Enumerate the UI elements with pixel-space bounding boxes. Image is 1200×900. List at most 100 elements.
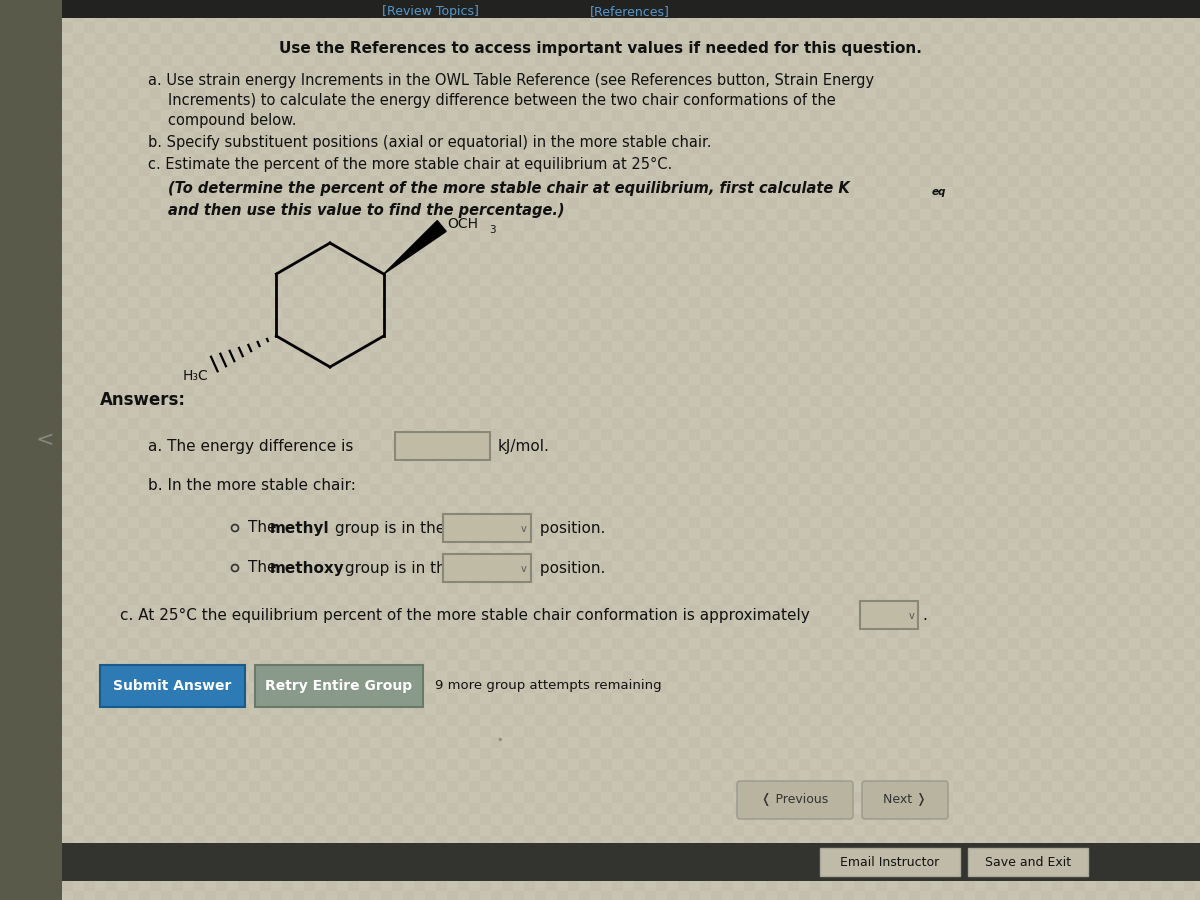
Bar bbox=[62, 880, 73, 891]
Bar bbox=[446, 803, 458, 814]
Bar bbox=[205, 495, 216, 506]
Bar bbox=[788, 132, 799, 143]
Bar bbox=[876, 220, 887, 231]
Bar bbox=[436, 528, 446, 539]
Bar bbox=[623, 671, 634, 682]
Bar bbox=[1096, 616, 1108, 627]
Bar bbox=[161, 869, 172, 880]
Bar bbox=[1195, 781, 1200, 792]
Bar bbox=[854, 572, 865, 583]
Bar bbox=[1063, 539, 1074, 550]
Bar bbox=[62, 660, 73, 671]
Bar bbox=[260, 550, 271, 561]
Bar bbox=[1129, 583, 1140, 594]
Bar bbox=[1108, 759, 1118, 770]
Bar bbox=[446, 407, 458, 418]
Bar bbox=[436, 220, 446, 231]
Bar bbox=[128, 154, 139, 165]
Bar bbox=[326, 176, 337, 187]
Bar bbox=[1096, 638, 1108, 649]
Bar bbox=[118, 561, 128, 572]
Bar bbox=[1195, 451, 1200, 462]
Bar bbox=[974, 209, 986, 220]
Bar bbox=[1140, 418, 1151, 429]
Bar bbox=[1019, 649, 1030, 660]
Bar bbox=[898, 638, 910, 649]
Bar bbox=[842, 77, 854, 88]
Bar bbox=[931, 671, 942, 682]
Bar bbox=[106, 880, 118, 891]
Bar bbox=[118, 627, 128, 638]
Bar bbox=[733, 77, 744, 88]
Bar bbox=[392, 22, 403, 33]
Bar bbox=[348, 264, 359, 275]
Bar bbox=[1195, 99, 1200, 110]
Bar bbox=[1052, 748, 1063, 759]
Bar bbox=[491, 99, 502, 110]
Bar bbox=[821, 275, 832, 286]
Bar bbox=[480, 462, 491, 473]
Bar bbox=[514, 341, 524, 352]
Bar bbox=[634, 770, 646, 781]
Bar bbox=[458, 704, 469, 715]
Bar bbox=[623, 385, 634, 396]
Bar bbox=[986, 726, 997, 737]
Bar bbox=[810, 748, 821, 759]
Bar bbox=[1151, 627, 1162, 638]
Bar bbox=[810, 506, 821, 517]
Bar bbox=[887, 11, 898, 22]
Bar bbox=[161, 561, 172, 572]
Bar bbox=[920, 462, 931, 473]
Bar bbox=[1019, 451, 1030, 462]
Bar bbox=[910, 715, 920, 726]
Bar bbox=[260, 880, 271, 891]
Bar bbox=[788, 726, 799, 737]
Bar bbox=[62, 462, 73, 473]
Bar bbox=[73, 473, 84, 484]
Bar bbox=[910, 77, 920, 88]
Bar bbox=[359, 165, 370, 176]
Bar bbox=[931, 781, 942, 792]
Bar bbox=[931, 517, 942, 528]
Bar bbox=[722, 330, 733, 341]
Bar bbox=[95, 627, 106, 638]
Bar bbox=[646, 407, 656, 418]
Bar bbox=[931, 649, 942, 660]
Bar bbox=[898, 880, 910, 891]
Bar bbox=[256, 665, 424, 707]
Bar bbox=[1019, 671, 1030, 682]
Bar bbox=[260, 110, 271, 121]
Bar bbox=[1118, 572, 1129, 583]
Bar bbox=[1096, 176, 1108, 187]
Bar bbox=[601, 77, 612, 88]
Bar bbox=[370, 286, 382, 297]
Bar bbox=[634, 506, 646, 517]
Bar bbox=[1096, 814, 1108, 825]
Bar bbox=[974, 781, 986, 792]
Bar bbox=[370, 242, 382, 253]
Bar bbox=[898, 44, 910, 55]
Bar bbox=[62, 792, 73, 803]
Bar bbox=[656, 374, 667, 385]
Bar bbox=[95, 275, 106, 286]
Bar bbox=[524, 22, 535, 33]
Bar bbox=[953, 33, 964, 44]
Bar bbox=[150, 154, 161, 165]
Bar bbox=[832, 682, 842, 693]
Bar bbox=[1085, 451, 1096, 462]
Bar bbox=[118, 649, 128, 660]
Bar bbox=[250, 385, 260, 396]
Bar bbox=[337, 825, 348, 836]
Bar bbox=[986, 374, 997, 385]
Bar bbox=[150, 286, 161, 297]
Bar bbox=[392, 440, 403, 451]
Bar bbox=[271, 407, 282, 418]
Bar bbox=[612, 462, 623, 473]
Bar bbox=[293, 649, 304, 660]
Bar bbox=[227, 715, 238, 726]
Bar bbox=[1019, 363, 1030, 374]
Bar bbox=[744, 88, 755, 99]
Bar bbox=[667, 561, 678, 572]
Bar bbox=[580, 869, 590, 880]
Bar bbox=[953, 77, 964, 88]
